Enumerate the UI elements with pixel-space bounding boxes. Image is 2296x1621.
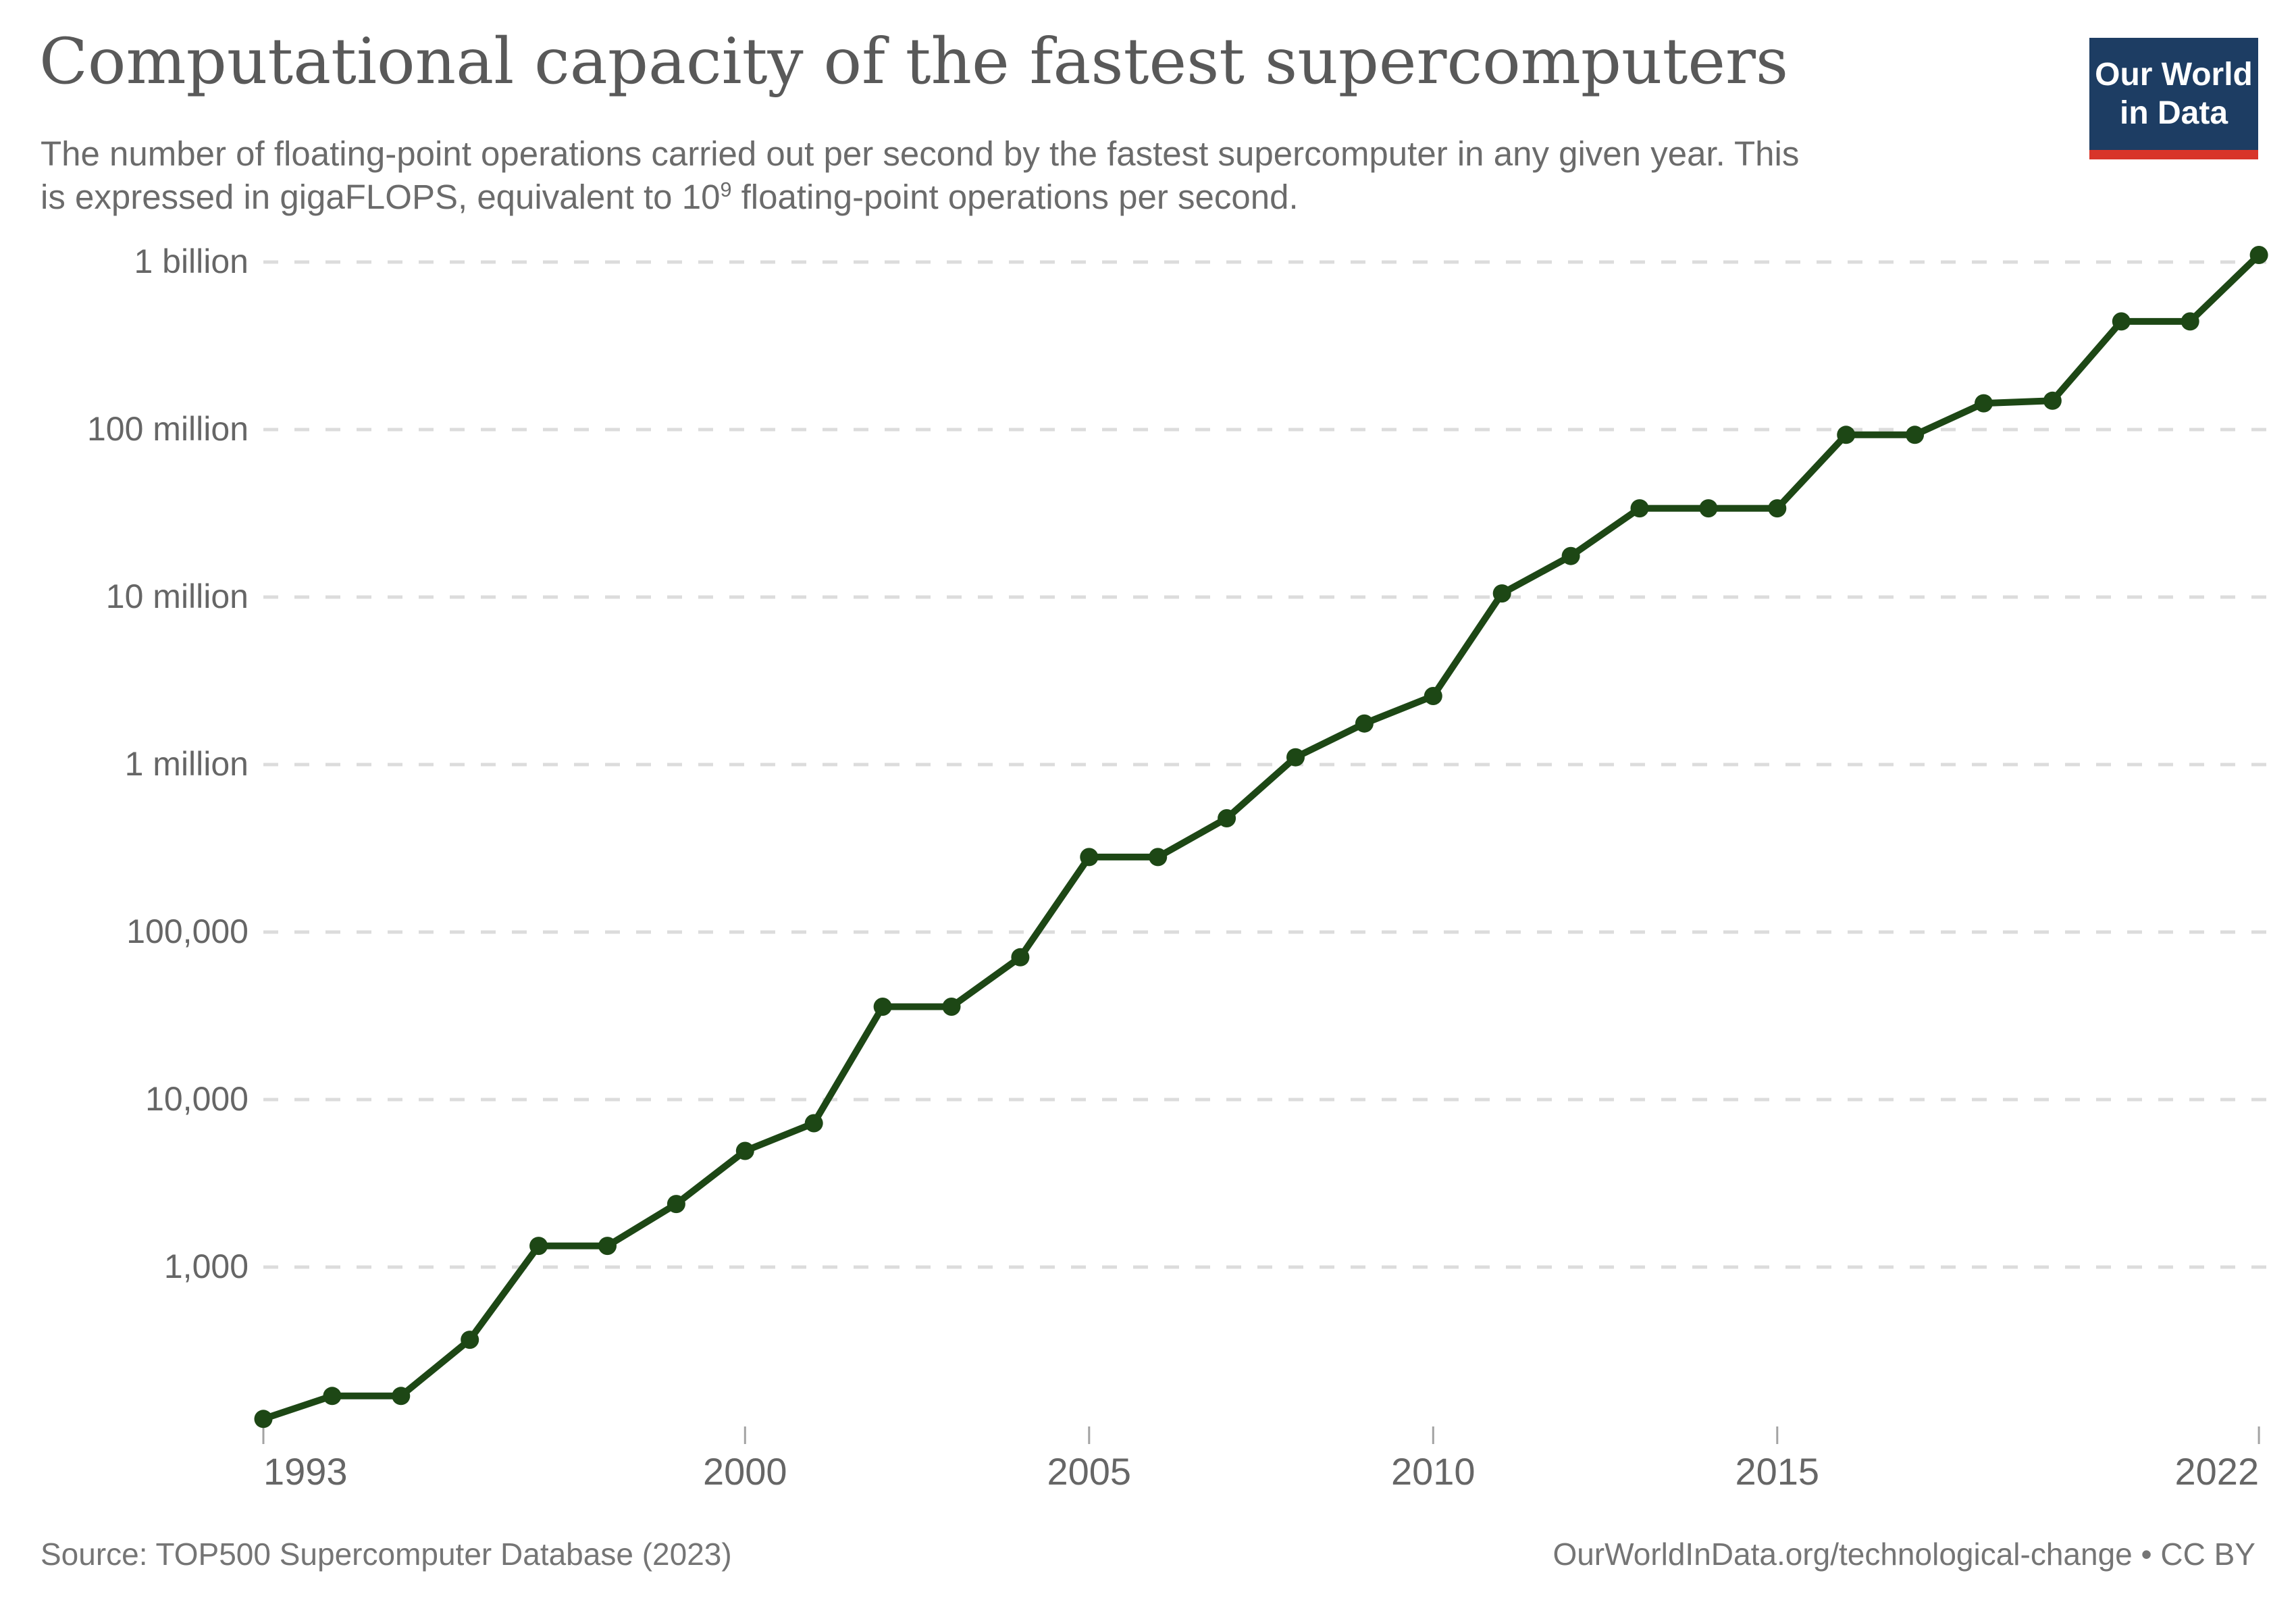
data-point[interactable] bbox=[529, 1237, 548, 1256]
data-point[interactable] bbox=[1355, 714, 1374, 733]
chart-footer: Source: TOP500 Supercomputer Database (2… bbox=[41, 1536, 2255, 1572]
x-axis-label: 1993 bbox=[263, 1450, 348, 1493]
data-point[interactable] bbox=[461, 1331, 479, 1349]
subtitle-line2-text: is expressed in gigaFLOPS, equivalent to… bbox=[41, 178, 721, 216]
data-point[interactable] bbox=[1218, 809, 1236, 827]
x-axis-label: 2005 bbox=[1047, 1450, 1132, 1493]
data-point[interactable] bbox=[1906, 426, 1925, 444]
x-axis-label: 2010 bbox=[1391, 1450, 1476, 1493]
data-point[interactable] bbox=[2043, 391, 2062, 410]
x-axis-label: 2022 bbox=[2175, 1450, 2260, 1493]
data-point[interactable] bbox=[1149, 848, 1168, 867]
data-point[interactable] bbox=[598, 1237, 617, 1256]
subtitle-superscript: 9 bbox=[720, 178, 732, 201]
data-point[interactable] bbox=[1975, 394, 1993, 413]
data-point[interactable] bbox=[1492, 584, 1511, 603]
data-point[interactable] bbox=[1011, 948, 1030, 967]
data-point[interactable] bbox=[735, 1141, 754, 1160]
y-axis-label: 1 million bbox=[125, 745, 249, 783]
data-point[interactable] bbox=[942, 998, 961, 1016]
y-axis-label: 100,000 bbox=[126, 912, 249, 950]
data-point[interactable] bbox=[2249, 246, 2268, 264]
data-point[interactable] bbox=[323, 1387, 342, 1406]
data-point[interactable] bbox=[392, 1387, 411, 1406]
data-point[interactable] bbox=[1699, 499, 1718, 518]
data-point[interactable] bbox=[1561, 546, 1580, 565]
chart-subtitle: The number of floating-point operations … bbox=[41, 132, 2066, 219]
source-note: Source: TOP500 Supercomputer Database (2… bbox=[41, 1537, 732, 1572]
data-point[interactable] bbox=[667, 1195, 685, 1214]
logo-line1: Our World bbox=[2095, 57, 2253, 93]
data-point[interactable] bbox=[2181, 312, 2199, 331]
data-point[interactable] bbox=[1837, 426, 1856, 444]
data-point[interactable] bbox=[2112, 312, 2131, 331]
data-point[interactable] bbox=[804, 1114, 823, 1133]
data-point[interactable] bbox=[1080, 848, 1099, 867]
data-point[interactable] bbox=[1768, 499, 1787, 518]
logo-line2: in Data bbox=[2119, 95, 2228, 131]
data-line bbox=[260, 251, 2263, 1422]
data-point[interactable] bbox=[1630, 499, 1649, 518]
x-axis-label: 2000 bbox=[703, 1450, 787, 1493]
y-axis-label: 10,000 bbox=[145, 1080, 249, 1118]
x-axis-label: 2015 bbox=[1736, 1450, 1820, 1493]
page-title: Computational capacity of the fastest su… bbox=[39, 25, 1789, 99]
data-point[interactable] bbox=[1424, 687, 1442, 705]
y-axis-label: 1,000 bbox=[164, 1247, 249, 1285]
subtitle-line2: is expressed in gigaFLOPS, equivalent to… bbox=[41, 178, 1299, 216]
y-axis-label: 10 million bbox=[106, 577, 249, 615]
y-axis-label: 100 million bbox=[87, 410, 249, 448]
owid-logo[interactable]: Our World in Data bbox=[2089, 38, 2258, 159]
footer-link[interactable]: OurWorldInData.org/technological-change … bbox=[1553, 1537, 2255, 1572]
subtitle-line2-tail: floating-point operations per second. bbox=[731, 178, 1299, 216]
data-point[interactable] bbox=[873, 998, 892, 1016]
data-point[interactable] bbox=[254, 1410, 273, 1429]
subtitle-line1: The number of floating-point operations … bbox=[41, 134, 1800, 173]
y-axis-label: 1 billion bbox=[134, 242, 249, 280]
data-point[interactable] bbox=[1286, 748, 1305, 767]
